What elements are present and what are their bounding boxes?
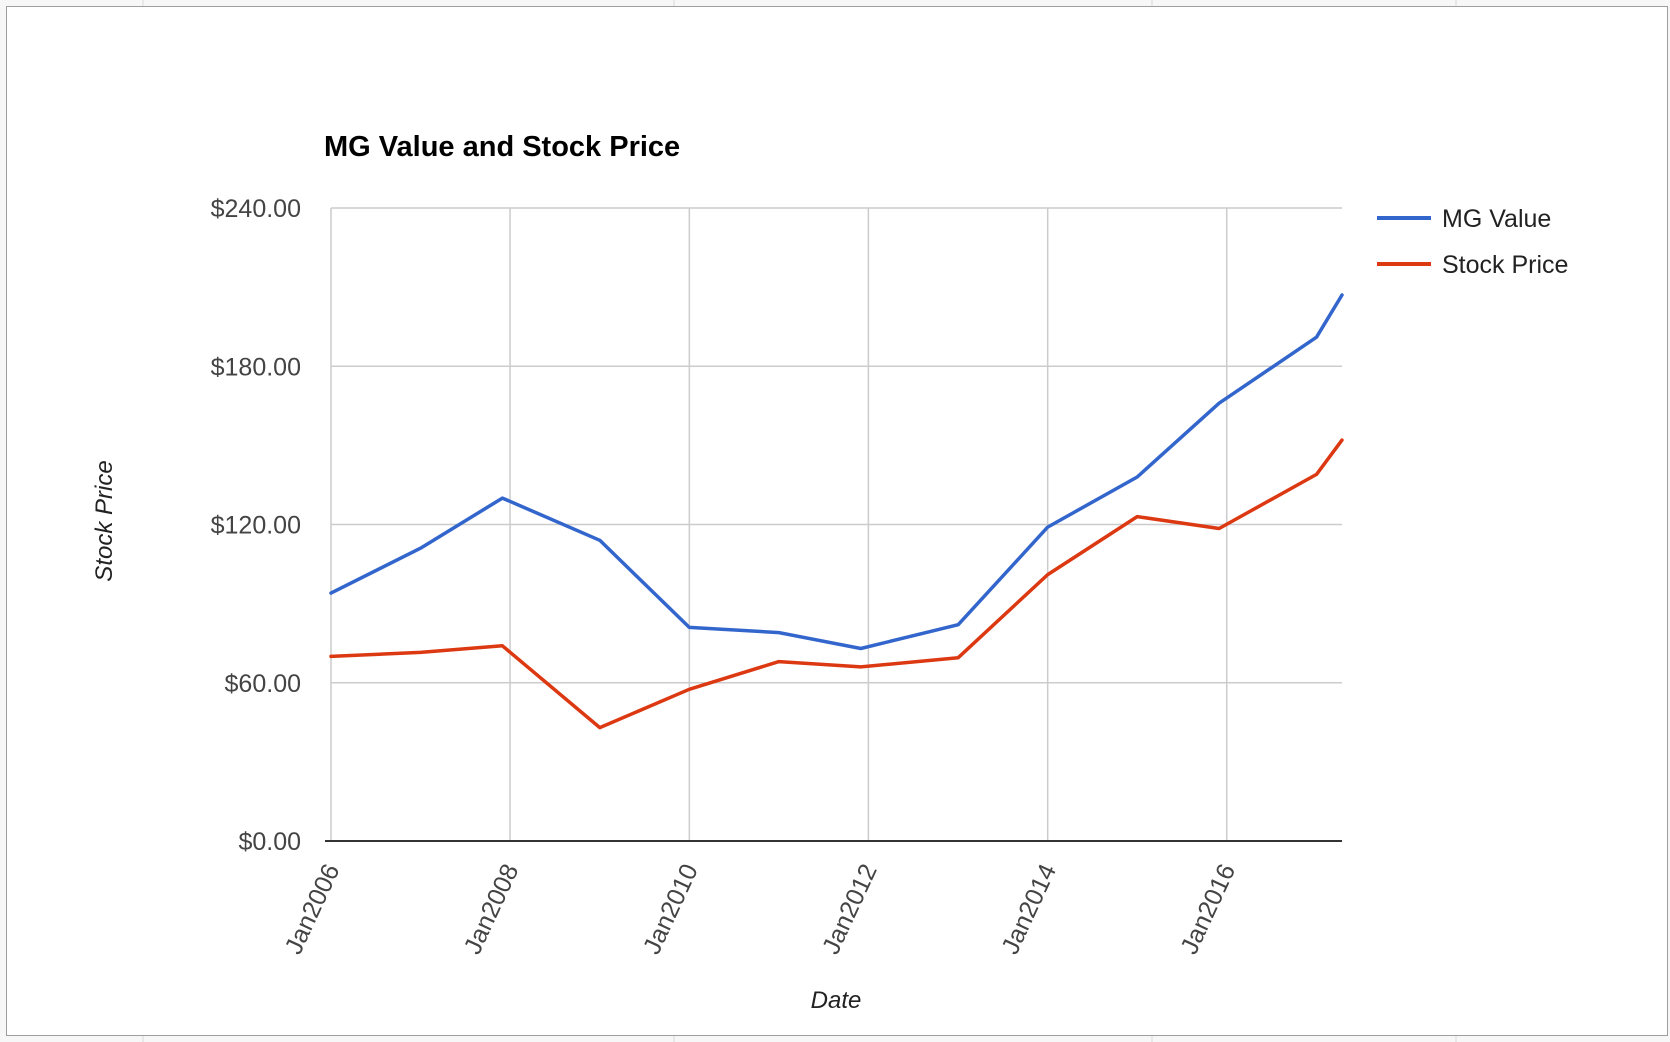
y-axis-label: Stock Price bbox=[91, 460, 118, 581]
y-axis-tick-labels: $0.00 $60.00 $120.00 $180.00 $240.00 bbox=[211, 195, 301, 856]
x-tick-label: Jan2012 bbox=[817, 860, 883, 959]
chart-title: MG Value and Stock Price bbox=[324, 131, 680, 163]
x-axis-label: Date bbox=[811, 987, 862, 1014]
x-tick-label: Jan2010 bbox=[638, 860, 704, 959]
legend[interactable]: MG Value Stock Price bbox=[1377, 205, 1568, 279]
y-tick-label: $120.00 bbox=[211, 512, 301, 540]
x-tick-label: Jan2008 bbox=[459, 860, 525, 959]
x-axis-tick-labels: Jan2006 Jan2008 Jan2010 Jan2012 Jan2014 Jan20… bbox=[280, 860, 1242, 959]
line-chart: MG Value and Stock Price $0.00 $60.00 $120… bbox=[91, 131, 1568, 1014]
y-tick-label: $240.00 bbox=[211, 195, 301, 223]
chart-container[interactable]: MG Value and Stock Price $0.00 $60.00 $120… bbox=[6, 6, 1668, 1036]
series-line-stock-price bbox=[329, 438, 1344, 730]
series-line-mg-value bbox=[329, 293, 1344, 651]
y-tick-label: $180.00 bbox=[211, 353, 301, 381]
y-tick-label: $0.00 bbox=[238, 828, 301, 856]
x-tick-label: Jan2016 bbox=[1175, 860, 1241, 959]
horizontal-gridlines bbox=[331, 207, 1342, 684]
x-tick-label: Jan2014 bbox=[996, 860, 1062, 959]
y-tick-label: $60.00 bbox=[225, 670, 301, 698]
series-lines bbox=[329, 293, 1344, 730]
legend-label-stock-price: Stock Price bbox=[1442, 251, 1568, 279]
legend-label-mg-value: MG Value bbox=[1442, 205, 1551, 233]
x-tick-label: Jan2006 bbox=[280, 860, 346, 959]
